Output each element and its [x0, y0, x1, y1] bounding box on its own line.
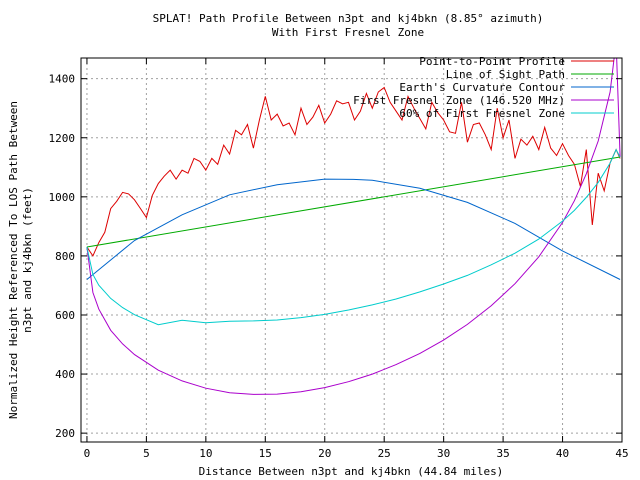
- legend-label-4: 60% of First Fresnel Zone: [399, 107, 565, 120]
- x-tick-label: 0: [84, 447, 91, 460]
- series-line-3: [86, 58, 621, 395]
- legend-label-0: Point-to-Point Profile: [419, 55, 565, 68]
- y-tick-label: 800: [55, 250, 75, 263]
- x-tick-label: 20: [318, 447, 331, 460]
- y-tick-label: 1400: [49, 73, 76, 86]
- x-tick-label: 30: [437, 447, 450, 460]
- x-tick-label: 5: [143, 447, 150, 460]
- chart-title: SPLAT! Path Profile Between n3pt and kj4…: [153, 12, 544, 25]
- chart-subtitle: With First Fresnel Zone: [272, 26, 424, 39]
- y-tick-label: 200: [55, 427, 75, 440]
- legend-label-3: First Fresnel Zone (146.520 MHz): [353, 94, 565, 107]
- series-line-0: [86, 86, 621, 257]
- x-axis-label: Distance Between n3pt and kj4bkn (44.84 …: [199, 465, 504, 478]
- x-tick-label: 15: [259, 447, 272, 460]
- y-axis-label-line2: n3pt and kj4bkn (feet): [21, 187, 34, 333]
- y-axis-label-line1: Normalized Height Referenced To LOS Path…: [7, 101, 20, 419]
- x-tick-label: 25: [378, 447, 391, 460]
- tick-layer: 0 5 10 15 20 25 30 35 40 45 200 400 600 800 1000 1200 14…: [49, 58, 629, 460]
- series-layer: [86, 58, 621, 395]
- x-tick-label: 45: [615, 447, 628, 460]
- legend-label-2: Earth's Curvature Contour: [399, 81, 565, 94]
- series-line-1: [86, 156, 621, 248]
- legend-label-1: Line of Sight Path: [446, 68, 565, 81]
- y-tick-label: 600: [55, 309, 75, 322]
- series-line-4: [86, 148, 621, 326]
- y-tick-label: 400: [55, 368, 75, 381]
- x-tick-label: 35: [496, 447, 509, 460]
- y-tick-label: 1000: [49, 191, 76, 204]
- plot-frame: [80, 57, 623, 443]
- x-tick-label: 40: [556, 447, 569, 460]
- y-tick-label: 1200: [49, 132, 76, 145]
- x-tick-label: 10: [199, 447, 212, 460]
- series-line-2: [86, 178, 621, 280]
